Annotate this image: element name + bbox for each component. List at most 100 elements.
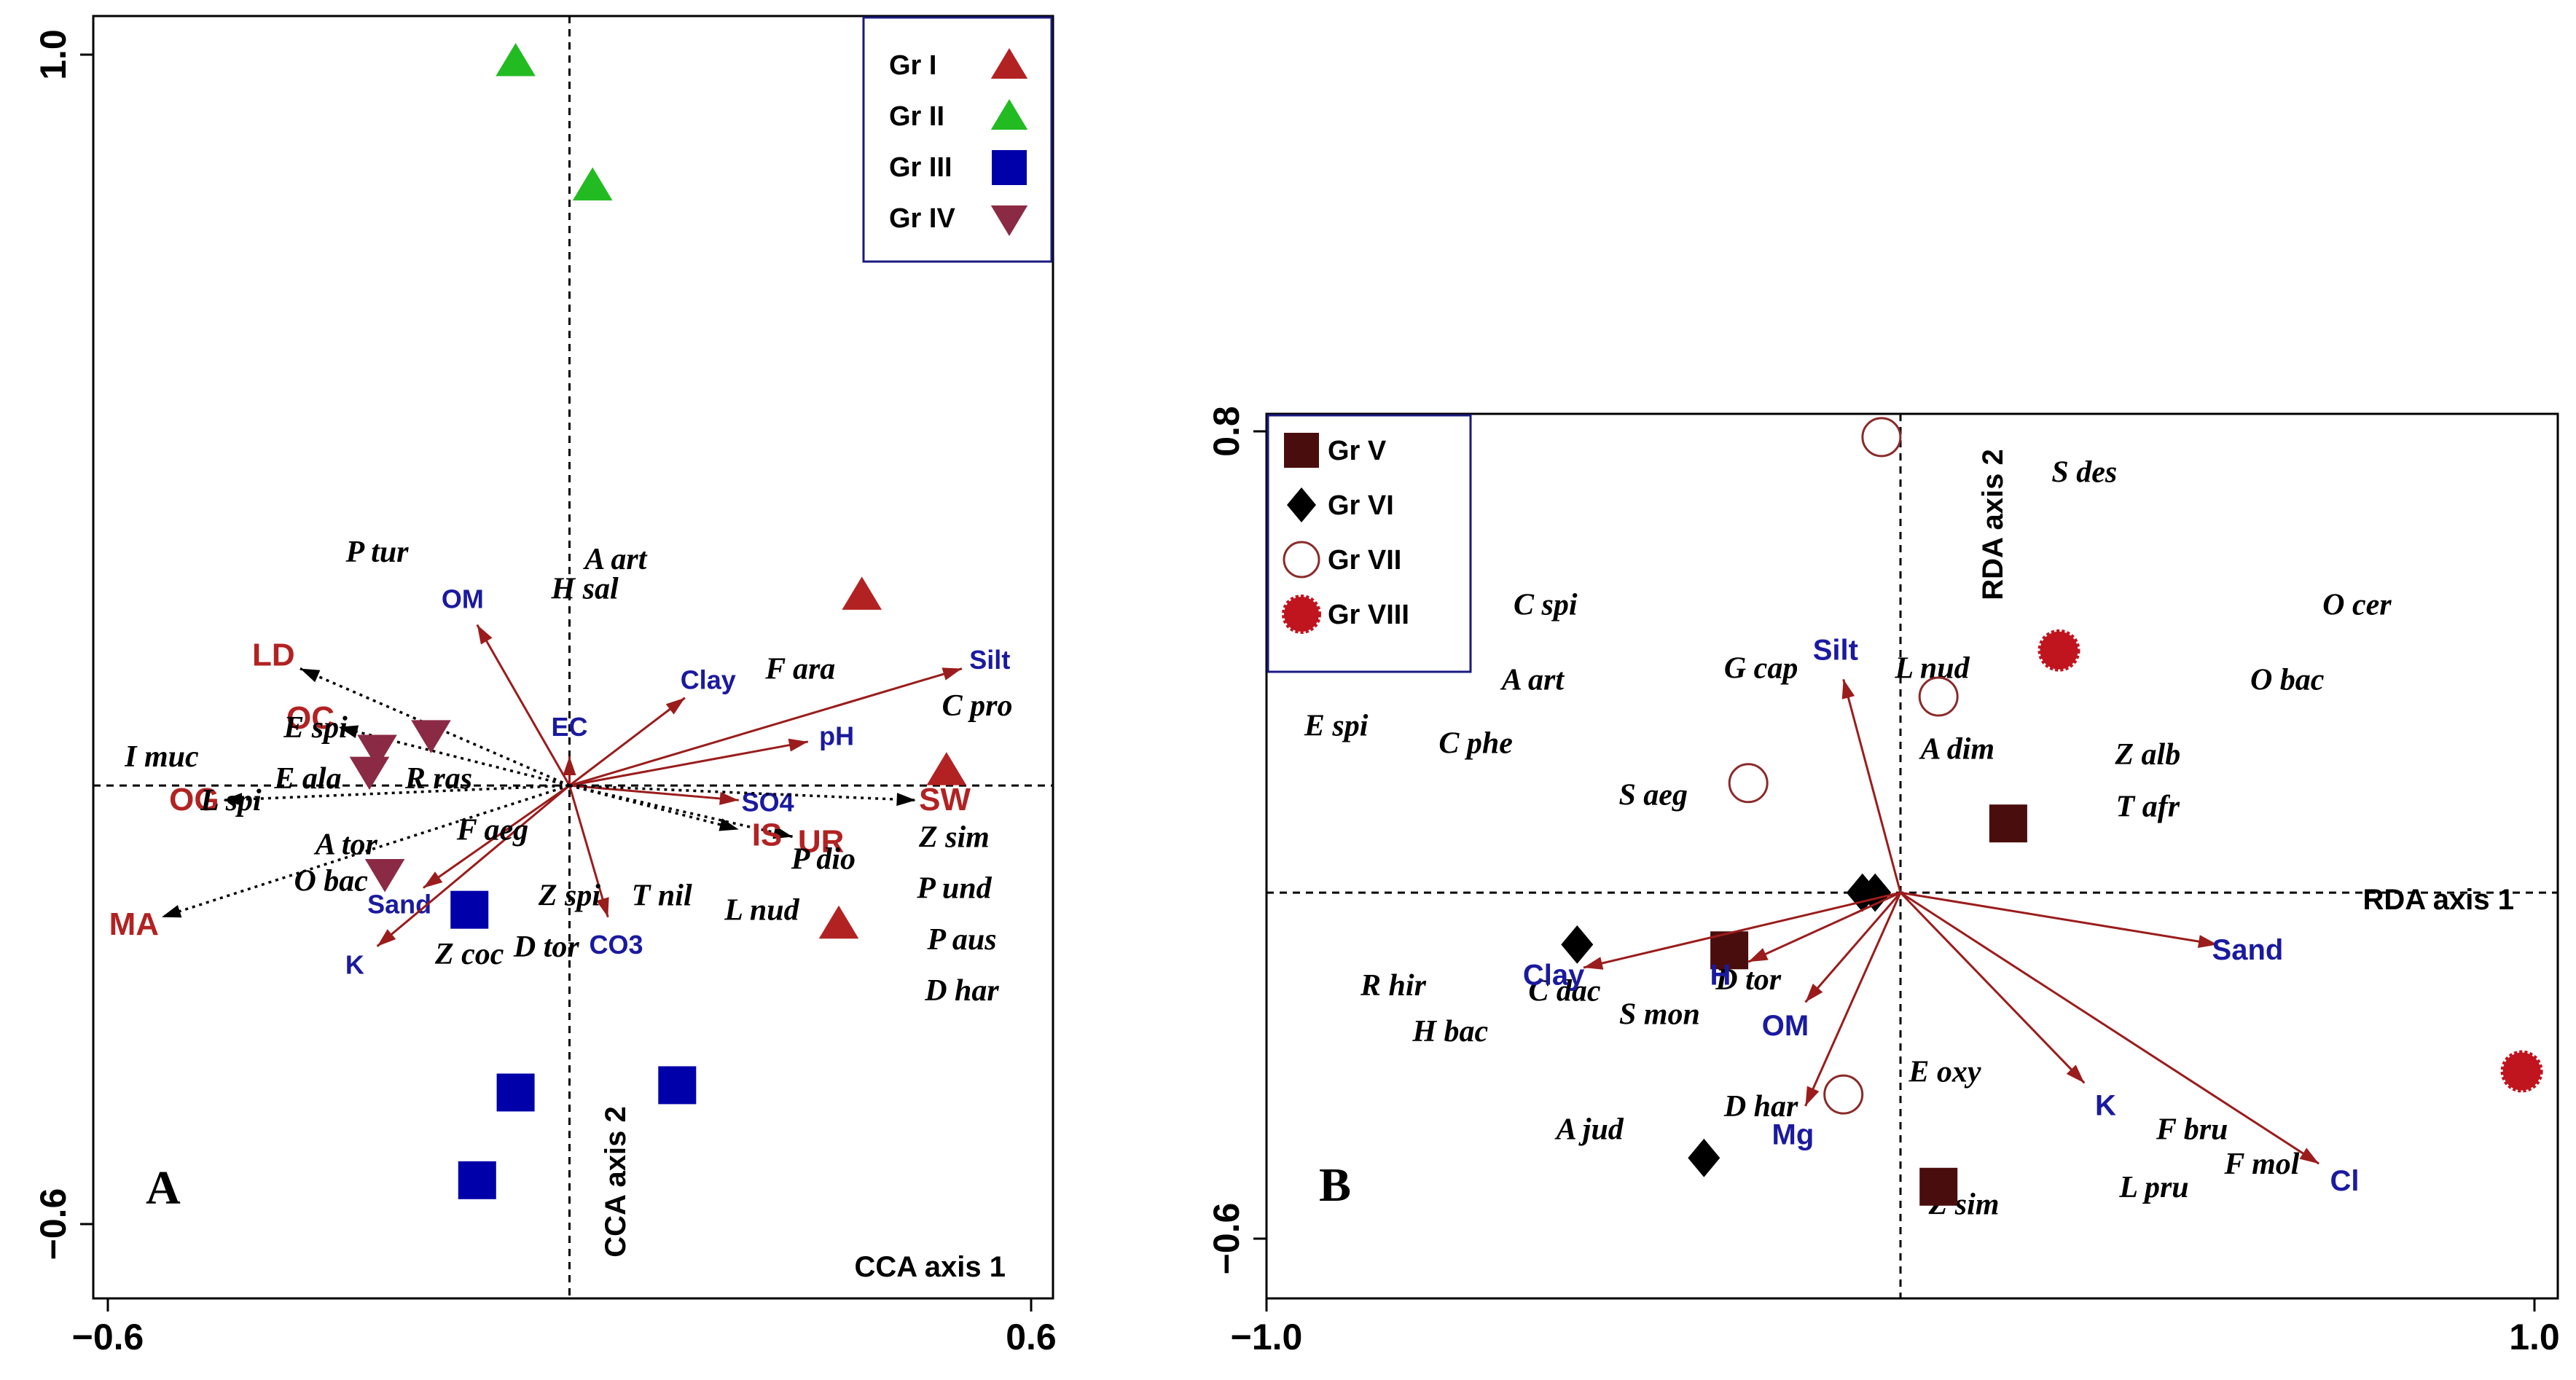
panel-b-site-marker (1710, 931, 1749, 970)
panel-b-species-label: C dac (1528, 975, 1601, 1008)
panel-b-species-label: A jud (1554, 1113, 1624, 1147)
panel-b-species-label: C spi (1514, 588, 1578, 622)
panel-a-site-marker (357, 734, 397, 768)
panel-b-species-label: Z alb (2114, 738, 2180, 772)
panel-a-species-label: D tor (513, 930, 580, 964)
panel-b-legend-marker (1284, 433, 1319, 468)
panel-a-ytick-label: −0.6 (33, 1188, 74, 1261)
panel-b-arrowhead (2299, 1148, 2319, 1164)
panel-a-species-label: F aeg (456, 813, 528, 847)
panel-a-arrow-co3 (568, 785, 609, 918)
panel-a-arrowhead (665, 697, 685, 715)
panel-b-legend-marker (1283, 541, 1320, 579)
panel-b-site-marker (1918, 676, 1959, 717)
panel-b-arrow-clay (1583, 891, 1901, 969)
panel-b-site-marker (2500, 1050, 2543, 1093)
panel-a-env-label: OG (169, 782, 219, 818)
panel-a-xaxis-title: CCA axis 1 (855, 1251, 1006, 1283)
panel-a-site-marker (364, 859, 405, 893)
panel-a-yaxis-title: CCA axis 2 (600, 1106, 632, 1258)
panel-b-site-marker (2037, 629, 2080, 672)
panel-a-env-label: K (345, 949, 364, 979)
panel-b-arrow-h (1747, 891, 1901, 963)
panel-b-yaxis-title: RDA axis 2 (1977, 449, 2009, 600)
panel-b-site-marker (1728, 763, 1769, 804)
panel-a-species-label: R ras (404, 762, 472, 796)
panel-a-arrowhead (719, 791, 739, 805)
panel-a-env-label: Sand (367, 890, 431, 920)
panel-b-site-marker (1919, 1167, 1958, 1206)
panel-b-legend-label: Gr VI (1328, 490, 1394, 521)
panel-a-site-marker (658, 1066, 697, 1105)
panel-b-site-marker (1989, 804, 2027, 843)
panel-b-species-label: S mon (1619, 997, 1700, 1031)
panel-b-species-label: R hir (1360, 969, 1427, 1003)
panel-a-env-label: UR (798, 823, 845, 859)
panel-b-arrow-sand (1900, 891, 2218, 946)
panel-a-label: A (146, 1161, 181, 1215)
panel-b-species-label: S aeg (1618, 779, 1688, 812)
panel-b-ytick-label: −0.6 (1206, 1203, 1247, 1275)
panel-b-env-label: Clay (1523, 960, 1585, 992)
panel-b: −1.0 1.0 0.8 −0.6 S des O cer C spi A art G cap L… (1206, 406, 2560, 1357)
panel-a-arrowhead (300, 668, 321, 683)
panel-a-species-label: A art (582, 543, 648, 576)
panel-a-xtick-label: −0.6 (72, 1317, 144, 1357)
panel-a-site-marker (496, 43, 536, 77)
panel-a-legend: Gr I Gr II Gr III Gr IV (862, 16, 1053, 263)
panel-a-arrowhead (423, 871, 443, 888)
panel-a-species-label: P tur (345, 536, 410, 569)
panel-a-arrowhead (338, 725, 359, 738)
panel-b-arrowhead (2066, 1065, 2085, 1083)
panel-a-site-marker (450, 890, 489, 929)
panel-b-legend-label: Gr V (1328, 436, 1387, 466)
panel-b-arrow-mg (1804, 892, 1902, 1107)
panel-a-legend-label: Gr IV (889, 203, 955, 234)
panel-b-species-label: A art (1500, 663, 1565, 697)
panel-a-legend-label: Gr I (889, 50, 936, 81)
panel-a-arrowhead (788, 738, 808, 752)
panel-a-legend-marker (990, 48, 1028, 79)
panel-b-arrowhead (1748, 948, 1769, 963)
panel-a-env-label: EC (551, 712, 587, 742)
panel-b-xtick-label: 1.0 (2509, 1317, 2560, 1357)
panel-a-species-label: P dio (791, 842, 856, 876)
panel-b-species-label: E oxy (1908, 1055, 1981, 1089)
panel-b-arrowhead (2197, 935, 2217, 949)
panel-a-frame (92, 15, 1054, 1300)
panel-b-arrowhead (1841, 679, 1855, 699)
panel-a-species-label: F ara (764, 653, 835, 686)
panel-b-site-marker (1859, 873, 1892, 912)
panel-a-arrowhead (377, 929, 396, 946)
panel-b-arrow-om (1804, 892, 1902, 1003)
panel-a-env-label: MA (109, 906, 159, 942)
panel-b-legend-label: Gr VIII (1328, 600, 1409, 630)
panel-a-env-label: SW (919, 782, 971, 818)
panel-b-species-label: F mol (2223, 1148, 2299, 1181)
panel-a-env-label: OM (442, 584, 484, 614)
panel-a-legend-marker (992, 150, 1027, 185)
panel-a-species-label: A tor (313, 828, 378, 861)
panel-a-species-label: C pro (942, 689, 1013, 723)
panel-b-arrow-silt (1842, 678, 1902, 893)
panel-a-env-label: SO4 (742, 788, 794, 818)
panel-b-env-label: OM (1762, 1010, 1809, 1042)
panel-a-legend-marker (990, 205, 1028, 236)
panel-a-env-label: LD (252, 638, 295, 673)
panel-b-legend-marker (1282, 595, 1321, 634)
panel-b-species-label: O bac (2250, 663, 2325, 697)
panel-b-species-label: C phe (1438, 726, 1513, 760)
panel-b-arrow-cl (1900, 891, 2320, 1165)
panel-a-arrowhead (477, 624, 493, 645)
panel-a-species-label: L nud (724, 894, 799, 928)
panel-a-species-label: D har (924, 974, 999, 1008)
panel-b-species-label: T afr (2116, 790, 2180, 823)
panel-a-env-label: CO3 (590, 930, 643, 960)
panel-b-xtick-label: −1.0 (1231, 1317, 1303, 1357)
panel-a-species-label: Z sim (918, 820, 990, 854)
panel-a-arrowhead (896, 793, 916, 807)
panel-b-arrow-k (1899, 892, 2086, 1084)
